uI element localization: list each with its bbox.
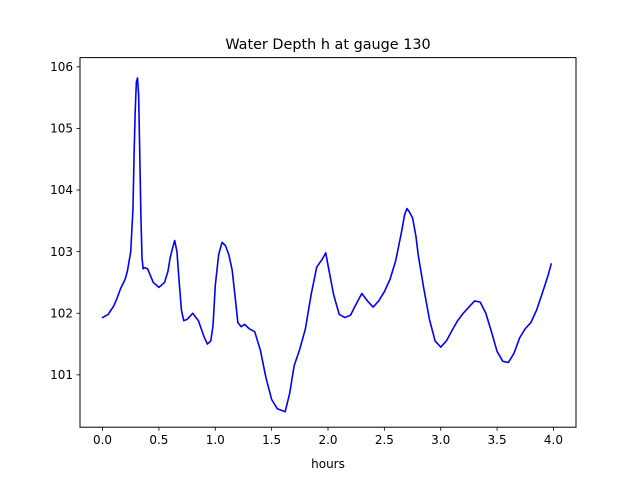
y-tick-label: 101 <box>50 368 73 382</box>
x-tick-label: 2.0 <box>318 433 337 447</box>
y-tick-label: 103 <box>50 245 73 259</box>
x-tick-label: 0.0 <box>93 433 112 447</box>
x-tick-label: 1.0 <box>206 433 225 447</box>
series-layer <box>101 77 553 413</box>
y-tick-label: 105 <box>50 122 73 136</box>
x-tick-label: 1.5 <box>262 433 281 447</box>
y-tick-label: 106 <box>50 60 73 74</box>
x-tick-label: 0.5 <box>149 433 168 447</box>
y-axis-ticks: 101 102 103 104 105 106 <box>50 60 80 382</box>
y-tick-label: 102 <box>50 306 73 320</box>
x-axis-label: hours <box>311 457 345 471</box>
x-tick-label: 4.0 <box>544 433 563 447</box>
y-tick-label: 104 <box>50 183 73 197</box>
x-tick-label: 2.5 <box>375 433 394 447</box>
chart-title: Water Depth h at gauge 130 <box>225 37 430 53</box>
x-axis-ticks: 0.0 0.5 1.0 1.5 2.0 2.5 3.0 3.5 4.0 <box>93 427 563 447</box>
x-tick-label: 3.0 <box>431 433 450 447</box>
x-tick-label: 3.5 <box>488 433 507 447</box>
series-line-0 <box>101 77 553 413</box>
